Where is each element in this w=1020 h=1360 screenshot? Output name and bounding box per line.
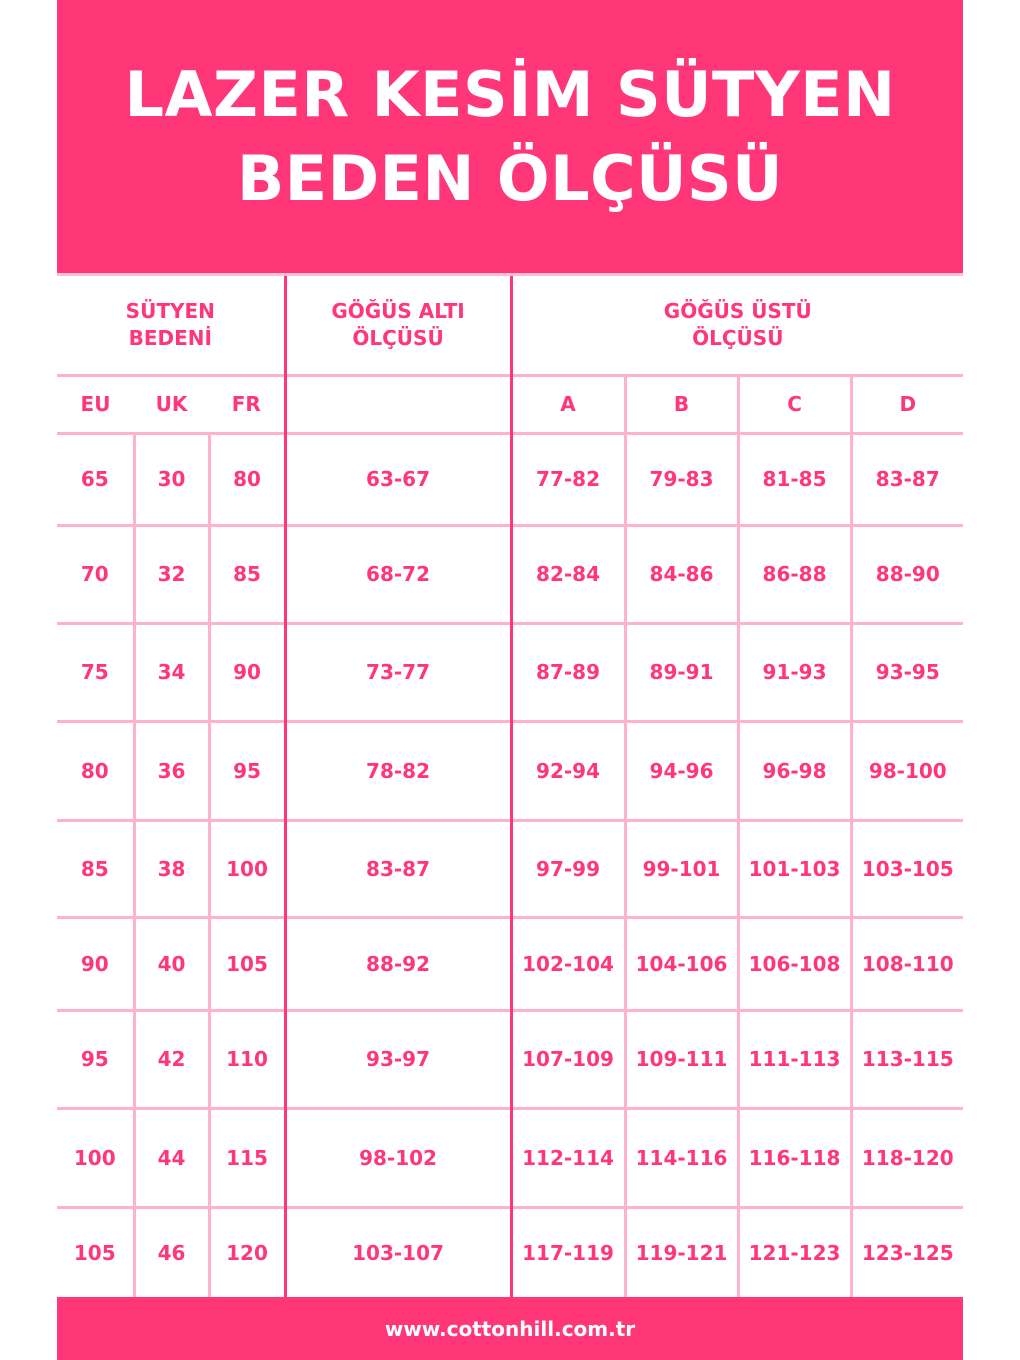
size-table: SÜTYEN BEDENİ GÖĞÜS ALTI ÖLÇÜSÜ GÖĞÜS ÜS… <box>57 276 964 1297</box>
table-cell: 116-118 <box>736 1106 852 1207</box>
table-cell: 123-125 <box>849 1205 964 1297</box>
title-banner: LAZER KESİM SÜTYEN BEDEN ÖLÇÜSÜ <box>57 0 963 276</box>
footer-website: www.cottonhill.com.tr <box>57 1297 963 1360</box>
table-cell: 46 <box>132 1205 209 1297</box>
table-cell: 100 <box>207 818 286 917</box>
table-cell: 79-83 <box>623 431 739 525</box>
table-cell: 99-101 <box>623 818 739 917</box>
table-cell: 65 <box>57 431 134 525</box>
table-cell: 68-72 <box>283 523 512 623</box>
size-chart: LAZER KESİM SÜTYEN BEDEN ÖLÇÜSÜ SÜTYEN B… <box>57 0 964 1360</box>
table-cell: 115 <box>207 1106 286 1207</box>
table-cell: 106-108 <box>736 915 852 1010</box>
table-cell: 32 <box>132 523 209 623</box>
subheader-empty <box>283 373 512 433</box>
table-cell: 102-104 <box>509 915 626 1010</box>
table-cell: 97-99 <box>509 818 626 917</box>
table-cell: 101-103 <box>736 818 852 917</box>
table-row: 95 42 110 93-97 107-109 109-111 111-113 113-115 <box>57 1008 964 1108</box>
table-cell: 105 <box>207 915 286 1010</box>
table-cell: 80 <box>57 719 134 820</box>
table-cell: 30 <box>132 431 209 525</box>
table-cell: 118-120 <box>849 1106 964 1207</box>
table-cell: 103-107 <box>283 1205 512 1297</box>
table-cell: 94-96 <box>623 719 739 820</box>
table-cell: 70 <box>57 523 134 623</box>
table-cell: 107-109 <box>509 1008 626 1108</box>
table-cell: 44 <box>132 1106 209 1207</box>
table-cell: 93-95 <box>849 621 964 721</box>
table-cell: 109-111 <box>623 1008 739 1108</box>
table-row: 90 40 105 88-92 102-104 104-106 106-108 108-110 <box>57 915 964 1010</box>
table-cell: 63-67 <box>283 431 512 525</box>
table-cell: 120 <box>207 1205 286 1297</box>
table-cell: 108-110 <box>849 915 964 1010</box>
table-cell: 98-102 <box>283 1106 512 1207</box>
subheader-d: D <box>849 373 964 433</box>
table-cell: 88-90 <box>849 523 964 623</box>
table-cell: 83-87 <box>849 431 964 525</box>
table-cell: 98-100 <box>849 719 964 820</box>
title-line-1: LAZER KESİM SÜTYEN <box>124 57 896 131</box>
header-bra-size: SÜTYEN BEDENİ <box>125 298 215 350</box>
title-line-2: BEDEN ÖLÇÜSÜ <box>237 141 783 215</box>
table-cell: 113-115 <box>849 1008 964 1108</box>
header-overbust: GÖĞÜS ÜSTÜ ÖLÇÜSÜ <box>509 276 964 375</box>
table-cell: 80 <box>207 431 286 525</box>
table-row: 105 46 120 103-107 117-119 119-121 121-123 123-… <box>57 1205 964 1297</box>
header-underbust: GÖĞÜS ALTI ÖLÇÜSÜ <box>283 276 512 375</box>
table-cell: 100 <box>57 1106 134 1207</box>
table-cell: 105 <box>57 1205 134 1297</box>
table-cell: 103-105 <box>849 818 964 917</box>
table-cell: 90 <box>57 915 134 1010</box>
table-row: 70 32 85 68-72 82-84 84-86 86-88 88-90 <box>57 523 964 623</box>
table-cell: 85 <box>57 818 134 917</box>
table-cell: 95 <box>207 719 286 820</box>
table-row: 80 36 95 78-82 92-94 94-96 96-98 98-100 <box>57 719 964 820</box>
table-cell: 75 <box>57 621 134 721</box>
subheader-c: C <box>736 373 852 433</box>
table-cell: 34 <box>132 621 209 721</box>
table-cell: 92-94 <box>509 719 626 820</box>
table-cell: 119-121 <box>623 1205 739 1297</box>
table-cell: 89-91 <box>623 621 739 721</box>
table-cell: 114-116 <box>623 1106 739 1207</box>
table-cell: 36 <box>132 719 209 820</box>
table-cell: 77-82 <box>509 431 626 525</box>
table-cell: 112-114 <box>509 1106 626 1207</box>
subheader-b: B <box>623 373 739 433</box>
subheader-uk: UK <box>134 373 209 433</box>
table-cell: 96-98 <box>736 719 852 820</box>
table-row: 65 30 80 63-67 77-82 79-83 81-85 83-87 <box>57 431 964 525</box>
table-cell: 93-97 <box>283 1008 512 1108</box>
table-cell: 83-87 <box>283 818 512 917</box>
table-cell: 73-77 <box>283 621 512 721</box>
table-cell: 84-86 <box>623 523 739 623</box>
table-row: 75 34 90 73-77 87-89 89-91 91-93 93-95 <box>57 621 964 721</box>
table-row: 100 44 115 98-102 112-114 114-116 116-118 118-1… <box>57 1106 964 1207</box>
table-cell: 91-93 <box>736 621 852 721</box>
table-cell: 78-82 <box>283 719 512 820</box>
table-cell: 104-106 <box>623 915 739 1010</box>
table-cell: 38 <box>132 818 209 917</box>
table-cell: 88-92 <box>283 915 512 1010</box>
table-cell: 85 <box>207 523 286 623</box>
table-cell: 81-85 <box>736 431 852 525</box>
table-cell: 121-123 <box>736 1205 852 1297</box>
table-cell: 111-113 <box>736 1008 852 1108</box>
table-row: 85 38 100 83-87 97-99 99-101 101-103 103-105 <box>57 818 964 917</box>
table-cell: 110 <box>207 1008 286 1108</box>
table-cell: 40 <box>132 915 209 1010</box>
table-cell: 117-119 <box>509 1205 626 1297</box>
table-cell: 87-89 <box>509 621 626 721</box>
table-cell: 82-84 <box>509 523 626 623</box>
table-cell: 86-88 <box>736 523 852 623</box>
subheader-eu: EU <box>57 373 134 433</box>
subheader-a: A <box>509 373 626 433</box>
table-cell: 95 <box>57 1008 134 1108</box>
subheader-fr: FR <box>209 373 286 433</box>
table-cell: 42 <box>132 1008 209 1108</box>
table-cell: 90 <box>207 621 286 721</box>
